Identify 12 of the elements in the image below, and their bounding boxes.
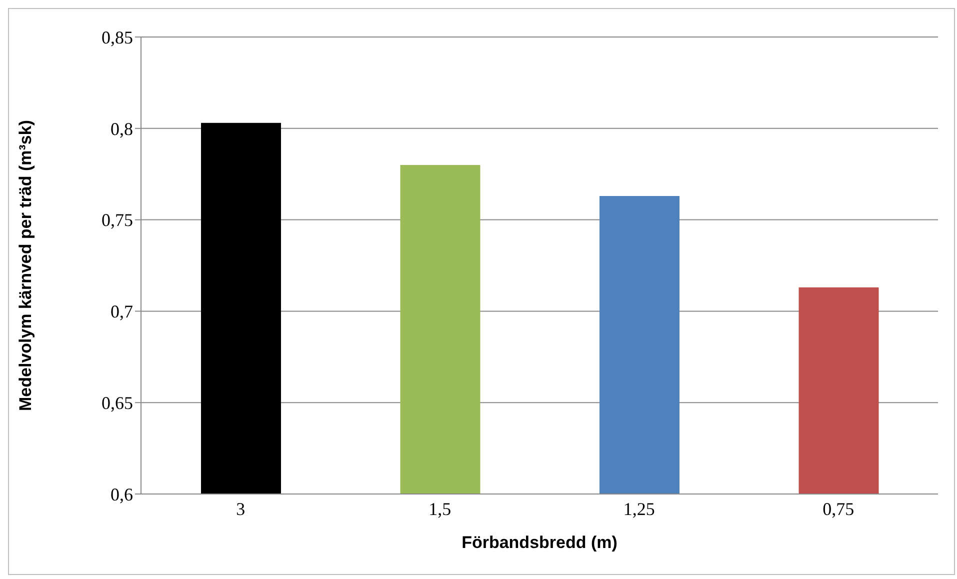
y-axis-title: Medelvolym kärnved per träd (m³sk) — [16, 120, 36, 411]
y-tick-label: 0,7 — [110, 302, 133, 322]
y-tick-label: 0,75 — [102, 210, 133, 230]
y-tick-label: 0,85 — [102, 27, 133, 48]
y-tick-label: 0,8 — [110, 118, 133, 139]
x-tick-label: 1,5 — [428, 498, 452, 519]
x-tick-label: 1,25 — [623, 498, 655, 519]
x-tick-label: 3 — [236, 498, 246, 519]
y-tick-label: 0,65 — [102, 392, 133, 413]
y-tick-label: 0,6 — [110, 484, 133, 504]
x-tick-label: 0,75 — [822, 498, 854, 519]
x-axis-title: Förbandsbredd (m) — [462, 533, 618, 552]
